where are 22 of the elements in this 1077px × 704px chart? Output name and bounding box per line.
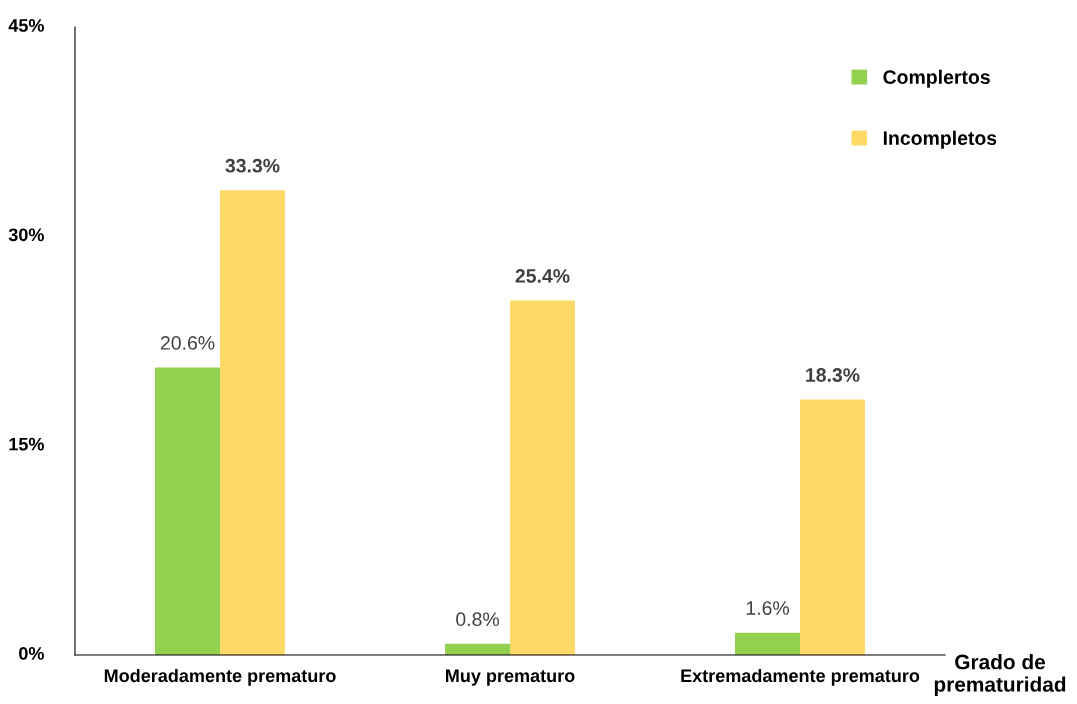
- data-label: 20.6%: [160, 336, 215, 350]
- data-label: 1.6%: [746, 601, 789, 615]
- bar: [445, 643, 510, 655]
- bar: [220, 190, 285, 655]
- data-label: 33.3%: [225, 158, 280, 173]
- y-tick-label: 0%: [19, 647, 44, 660]
- bar: [155, 367, 220, 655]
- bar: [800, 399, 865, 655]
- x-tick-label: Extremadamente prematuro: [681, 668, 920, 686]
- data-label: 25.4%: [515, 269, 570, 283]
- x-tick-label: Muy prematuro: [446, 669, 575, 686]
- legend-label: Incompletos: [883, 130, 997, 149]
- x-tick-label: Moderadamente prematuro: [104, 668, 336, 686]
- data-label: 18.3%: [806, 368, 860, 382]
- y-tick-label: 45%: [8, 19, 44, 32]
- data-label: 0.8%: [456, 612, 499, 627]
- x-axis-title: Grado de prematuridad: [934, 654, 1066, 696]
- y-tick-label: 15%: [9, 437, 44, 451]
- bar: [735, 632, 800, 655]
- bar: [510, 300, 575, 655]
- legend-label: Complertos: [883, 69, 990, 88]
- y-tick-label: 30%: [8, 228, 44, 242]
